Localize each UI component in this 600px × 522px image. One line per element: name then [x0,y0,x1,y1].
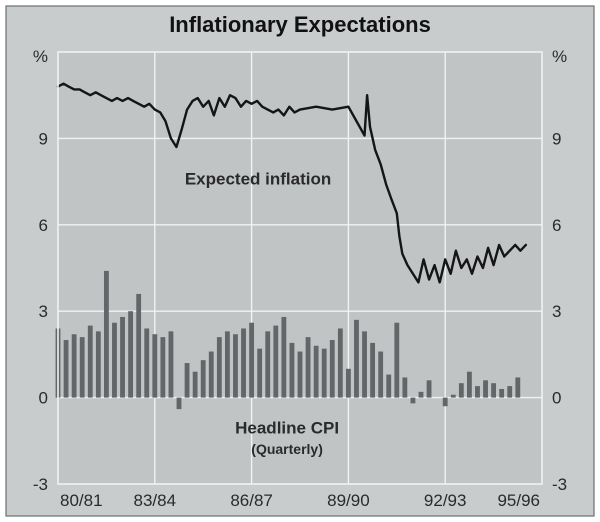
cpi-bar [144,328,149,397]
cpi-bar [128,311,133,397]
cpi-bar [217,337,222,397]
cpi-bar [281,317,286,398]
cpi-bar [427,380,432,397]
cpi-bar [265,331,270,397]
cpi-bar [515,377,520,397]
cpi-bar [298,352,303,398]
ytick-right: -3 [552,475,567,494]
cpi-bar [233,334,238,397]
cpi-bar [370,343,375,398]
cpi-bar [306,337,311,397]
cpi-bar [419,392,424,398]
cpi-bar [88,326,93,398]
cpi-bar [160,337,165,397]
bars-sublabel: (Quarterly) [251,441,323,457]
xtick-label: 89/90 [327,491,370,510]
cpi-bar [314,346,319,398]
cpi-bar [225,331,230,397]
ytick-right: 0 [552,389,561,408]
cpi-bar [96,331,101,397]
cpi-bar [402,377,407,397]
cpi-bar [136,294,141,398]
cpi-bar [451,395,456,398]
cpi-bar [499,389,504,398]
cpi-bar [241,328,246,397]
cpi-bar [80,337,85,397]
cpi-bar [201,360,206,397]
cpi-bar [64,340,69,398]
cpi-bar [177,398,182,410]
cpi-bar [443,398,448,407]
cpi-bar [249,323,254,398]
cpi-bar [169,331,174,397]
cpi-bar [411,398,416,404]
cpi-bar [483,380,488,397]
line-label: Expected inflation [185,169,331,188]
xtick-label: 92/93 [424,491,467,510]
cpi-bar [467,372,472,398]
chart-frame: Inflationary Expectations -3 -3 0 0 3 3 6 6 9 9%% 8… [0,0,600,522]
ytick-right: 3 [552,302,561,321]
cpi-bar [354,320,359,398]
cpi-bar [257,349,262,398]
cpi-bar [459,383,464,397]
cpi-bar [273,326,278,398]
cpi-bar [72,334,77,397]
unit-left: % [33,47,48,66]
cpi-bar [330,340,335,398]
xtick-label: 86/87 [230,491,273,510]
cpi-bar [346,369,351,398]
ytick-left: -3 [33,475,48,494]
cpi-bar [386,375,391,398]
cpi-bar [322,349,327,398]
cpi-bar [112,323,117,398]
bars-label: Headline CPI [235,419,339,438]
cpi-bar [491,383,496,397]
ytick-left: 9 [39,129,48,148]
cpi-bar [193,372,198,398]
chart-title: Inflationary Expectations [169,12,431,37]
ytick-left: 3 [39,302,48,321]
ytick-left: 6 [39,216,48,235]
cpi-bar [338,328,343,397]
cpi-bar [120,317,125,398]
cpi-bar [104,271,109,398]
cpi-bar [394,323,399,398]
cpi-bar [475,386,480,398]
xtick-label: 80/81 [60,491,103,510]
cpi-bar [209,352,214,398]
inflation-expectations-chart: Inflationary Expectations -3 -3 0 0 3 3 6 6 9 9%% 8… [0,0,600,522]
ytick-left: 0 [39,389,48,408]
cpi-bar [185,363,190,398]
xtick-label: 83/84 [134,491,177,510]
xtick-label: 95/96 [497,491,540,510]
cpi-bar [378,352,383,398]
cpi-bar [152,334,157,397]
cpi-bar [507,386,512,398]
unit-right: % [552,47,567,66]
cpi-bar [290,343,295,398]
ytick-right: 9 [552,129,561,148]
cpi-bar [362,331,367,397]
ytick-right: 6 [552,216,561,235]
